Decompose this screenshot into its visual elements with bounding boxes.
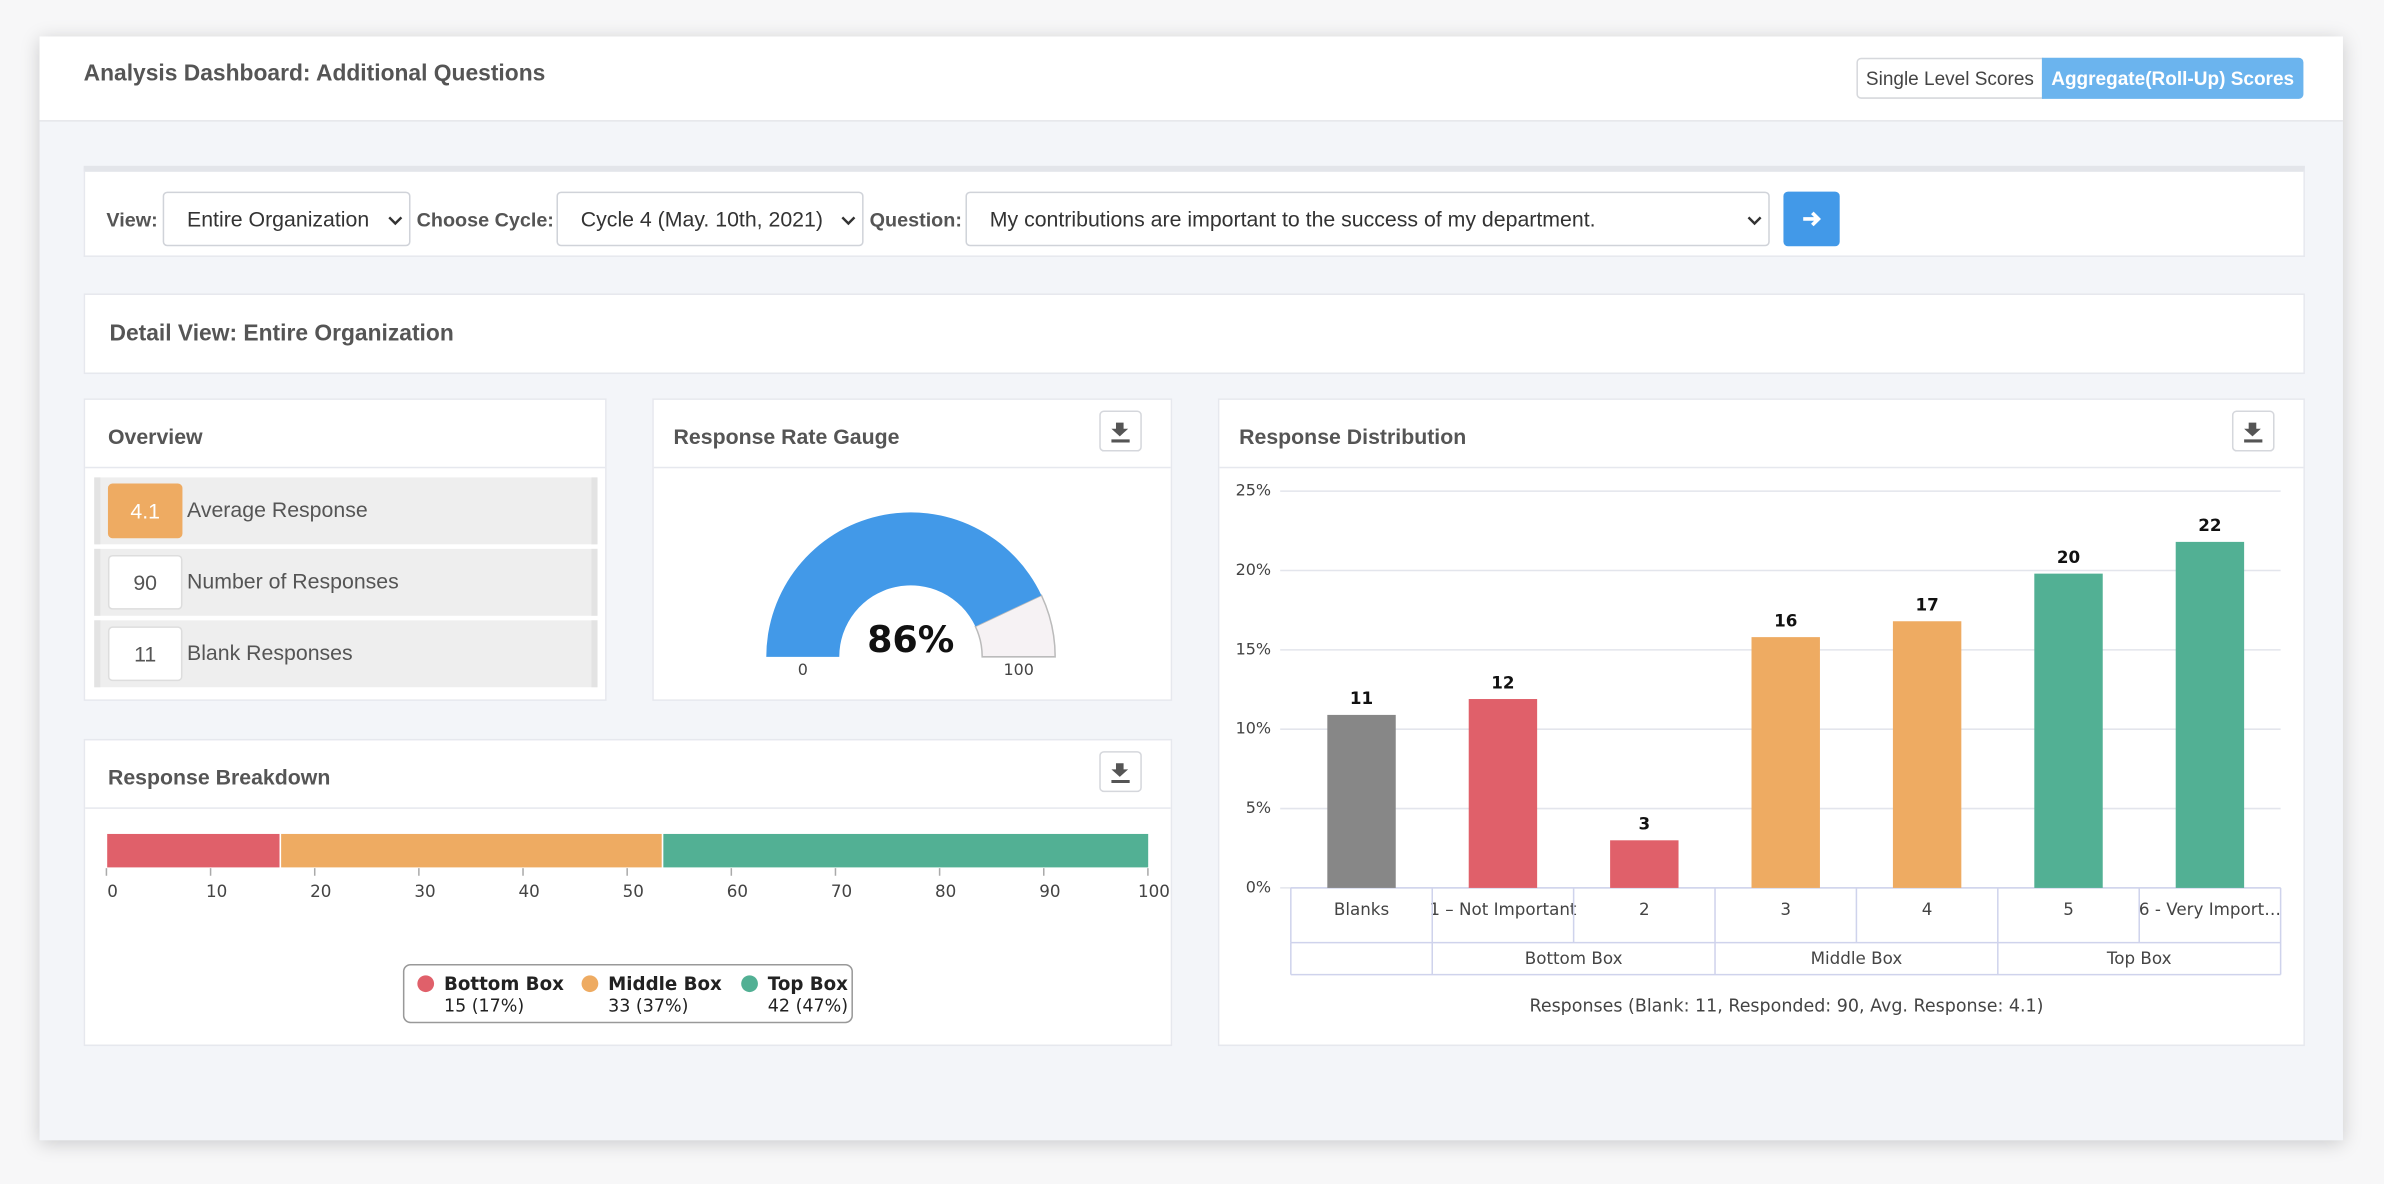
overview-label: Number of Responses [187, 568, 399, 593]
go-button[interactable] [1783, 191, 1840, 247]
distribution-title: Response Distribution [1239, 424, 1467, 449]
arrow-icon [1803, 211, 1821, 227]
legend [402, 963, 853, 1024]
distribution-card [1217, 398, 2305, 1047]
divider [653, 466, 1171, 469]
detail-panel [83, 293, 2305, 375]
cycle-label: Choose Cycle: [416, 208, 554, 232]
single-level-button[interactable]: Single Level Scores [1856, 57, 2044, 99]
cycle-select[interactable]: Cycle 4 (May. 10th, 2021) [556, 191, 864, 247]
view-label: View: [106, 208, 158, 232]
aggregate-button[interactable]: Aggregate(Roll-Up) Scores [2041, 57, 2304, 99]
breakdown-title: Response Breakdown [107, 764, 331, 790]
cycle-value: Cycle 4 (May. 10th, 2021) [580, 206, 823, 232]
overview-value: 11 [107, 626, 183, 682]
overview-value: 4.1 [107, 483, 183, 539]
divider [1219, 466, 2304, 469]
question-select[interactable]: My contributions are important to the su… [965, 191, 1770, 247]
download-button[interactable] [1099, 751, 1142, 793]
overview-label: Blank Responses [187, 640, 353, 665]
view-select[interactable]: Entire Organization [162, 191, 411, 247]
overview-value: 90 [107, 554, 183, 610]
view-value: Entire Organization [187, 206, 370, 232]
chevron [1747, 216, 1762, 226]
detail-title: Detail View: Entire Organization [109, 320, 454, 347]
download-button[interactable] [2231, 410, 2275, 452]
page-title: Analysis Dashboard: Additional Questions [83, 60, 546, 87]
question-value: My contributions are important to the su… [989, 206, 1596, 232]
gauge-title: Response Rate Gauge [673, 424, 900, 449]
download-button[interactable] [1099, 410, 1142, 452]
divider [85, 466, 606, 469]
chevron [841, 216, 856, 226]
divider [85, 807, 1171, 809]
overview-label: Average Response [187, 497, 368, 522]
overview-title: Overview [107, 424, 203, 449]
chevron [388, 216, 403, 226]
question-label: Question: [869, 208, 962, 232]
